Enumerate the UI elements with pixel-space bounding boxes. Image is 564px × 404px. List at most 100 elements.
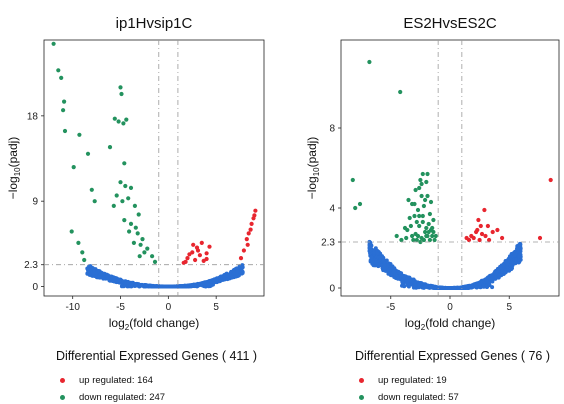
down-point: [85, 151, 91, 156]
y-tick-label: 2.3: [321, 238, 335, 249]
y-axis-label-2: −log10(padj): [305, 137, 321, 200]
ns-point: [405, 281, 409, 286]
down-point: [80, 250, 85, 255]
down-point: [425, 171, 430, 177]
down-point: [398, 89, 403, 95]
down-point: [62, 99, 67, 104]
down-point: [425, 193, 430, 199]
down-point: [427, 237, 432, 243]
ns-point: [112, 276, 117, 281]
legend-up-label-2: up regulated: 19: [378, 375, 447, 386]
down-point: [426, 221, 431, 227]
ns-point: [498, 264, 503, 269]
ns-point: [503, 259, 508, 263]
ns-point: [514, 257, 518, 262]
up-point: [246, 231, 251, 236]
up-point: [487, 237, 492, 243]
up-point: [197, 253, 202, 258]
up-point: [204, 251, 209, 256]
up-point: [485, 223, 490, 229]
ns-point: [160, 284, 165, 289]
chart-title-2: ES2HvsES2C: [403, 15, 497, 32]
ns-point: [109, 274, 114, 279]
ns-point: [130, 282, 135, 287]
up-point: [482, 207, 487, 213]
ns-point: [204, 281, 209, 286]
up-dot-icon: [60, 377, 65, 383]
down-point: [423, 197, 428, 203]
down-point: [419, 193, 424, 199]
x-tick-label: 0: [447, 302, 453, 313]
down-point: [62, 128, 68, 134]
ns-point: [440, 285, 445, 290]
ns-point: [416, 282, 421, 287]
up-point: [244, 237, 249, 242]
ns-point: [86, 266, 90, 271]
legend-up-label-1: up regulated: 164: [79, 375, 153, 386]
ns-point: [236, 273, 241, 278]
down-point: [107, 145, 113, 150]
down-point: [150, 254, 155, 259]
legend-1: Differential Expressed Genes ( 411 ) up …: [56, 349, 296, 404]
y-tick-label: 4: [329, 204, 335, 215]
up-dot-icon: [359, 377, 364, 383]
down-point: [428, 199, 434, 205]
up-point: [199, 240, 204, 245]
ns-point: [370, 258, 375, 263]
ns-point: [451, 286, 456, 290]
up-point: [483, 233, 488, 239]
down-point: [421, 203, 426, 209]
down-point: [410, 233, 415, 239]
ns-point: [120, 284, 125, 289]
down-point: [140, 237, 145, 242]
down-point: [407, 215, 412, 221]
up-point: [469, 233, 474, 239]
up-point: [476, 217, 481, 223]
up-point: [193, 257, 198, 263]
down-point: [123, 183, 128, 189]
down-point: [131, 240, 136, 245]
ns-point: [461, 284, 466, 289]
y-tick-label: 9: [32, 197, 38, 208]
ns-point: [226, 273, 231, 278]
x-axis-label-1: log2(fold change): [109, 316, 200, 332]
up-point: [253, 208, 258, 213]
ns-point: [497, 273, 502, 278]
down-point: [404, 235, 409, 241]
down-point: [433, 233, 438, 239]
x-axis-label-2: log2(fold change): [405, 316, 496, 332]
down-point: [137, 254, 142, 259]
down-point: [145, 246, 150, 251]
down-point: [71, 165, 76, 170]
ns-points: [85, 263, 245, 289]
ns-point: [87, 272, 92, 277]
down-point: [419, 181, 424, 187]
ns-point: [396, 276, 400, 281]
up-point: [238, 256, 244, 261]
x-tick-label: 5: [213, 302, 219, 313]
down-point: [430, 233, 435, 239]
ns-point: [510, 263, 515, 268]
legend-2: Differential Expressed Genes ( 76 ) up r…: [355, 349, 564, 404]
ns-point: [490, 285, 495, 290]
down-point: [421, 237, 426, 243]
down-point: [120, 199, 125, 204]
ns-point: [369, 255, 374, 260]
down-point: [142, 250, 147, 255]
ns-point: [142, 283, 147, 288]
down-point: [413, 187, 418, 193]
down-point: [133, 225, 138, 230]
down-point: [415, 207, 421, 213]
ns-point: [474, 285, 479, 290]
ns-point: [447, 286, 452, 290]
up-point: [478, 223, 483, 229]
ns-point: [172, 284, 177, 289]
ns-point: [190, 283, 195, 288]
ns-point: [178, 284, 183, 289]
ns-point: [148, 284, 153, 289]
ns-point: [184, 284, 189, 288]
up-regulated-points: [464, 177, 553, 243]
down-point: [414, 219, 419, 225]
down-point: [412, 201, 417, 207]
ns-point: [509, 267, 514, 272]
